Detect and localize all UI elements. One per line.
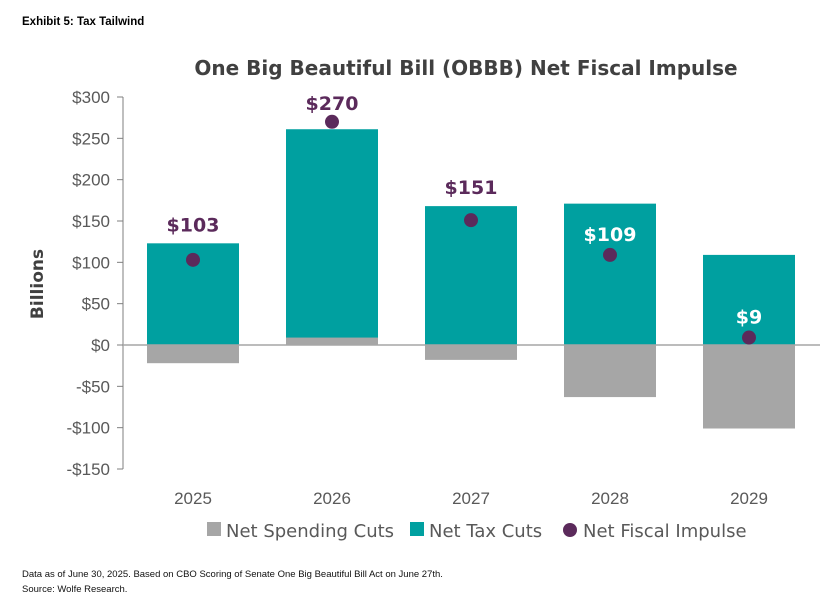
bar-net-tax-cuts — [425, 206, 517, 345]
y-tick-label: $0 — [91, 336, 110, 355]
legend-label-impulse: Net Fiscal Impulse — [583, 521, 747, 542]
y-tick-label: $200 — [72, 171, 110, 190]
y-axis-label: Billions — [28, 249, 48, 319]
bar-net-spending-cuts — [286, 337, 378, 345]
legend-swatch-tax — [410, 522, 424, 536]
bar-net-tax-cuts — [286, 129, 378, 345]
bar-net-spending-cuts — [425, 345, 517, 360]
y-tick-label: $150 — [72, 212, 110, 231]
x-tick-label: 2025 — [174, 489, 212, 508]
data-label: $270 — [306, 93, 359, 115]
data-label: $9 — [736, 307, 762, 329]
bar-net-spending-cuts — [564, 345, 656, 398]
data-label: $151 — [445, 177, 498, 199]
y-tick-label: $250 — [72, 129, 110, 148]
legend-label-tax: Net Tax Cuts — [429, 521, 542, 542]
y-tick-label: $50 — [82, 295, 110, 314]
bar-net-tax-cuts — [703, 254, 795, 345]
axes-group: $300 $250 $200 $150 $100 $50 $0 -$50 -$100 -$150 — [67, 88, 124, 479]
y-tick-label: -$150 — [67, 460, 110, 479]
legend-swatch-spending — [207, 522, 221, 536]
footnote-data: Data as of June 30, 2025. Based on CBO S… — [22, 569, 443, 580]
x-tick-label: 2027 — [452, 489, 490, 508]
data-label: $109 — [584, 224, 637, 246]
exhibit-title: Exhibit 5: Tax Tailwind — [22, 16, 145, 28]
marker-net-fiscal-impulse — [603, 247, 617, 262]
marker-net-fiscal-impulse — [464, 213, 478, 228]
legend-label-spending: Net Spending Cuts — [226, 521, 394, 542]
legend: Net Spending Cuts Net Tax Cuts Net Fisca… — [207, 521, 747, 542]
data-label: $103 — [167, 214, 220, 236]
y-tick-label: -$50 — [76, 377, 110, 396]
x-tick-label: 2028 — [591, 489, 629, 508]
y-tick-label: $300 — [72, 88, 110, 107]
marker-net-fiscal-impulse — [742, 330, 756, 345]
x-tick-label: 2026 — [313, 489, 351, 508]
bar-net-spending-cuts — [703, 345, 795, 429]
fiscal-impulse-chart: One Big Beautiful Bill (OBBB) Net Fiscal… — [28, 56, 820, 542]
bar-net-tax-cuts — [564, 203, 656, 345]
marker-net-fiscal-impulse — [325, 114, 339, 129]
marker-net-fiscal-impulse — [186, 252, 200, 267]
data-labels-group: $103 $270 $151 $109 $9 — [167, 93, 763, 329]
legend-swatch-impulse — [563, 523, 577, 537]
bars-group — [147, 129, 795, 429]
x-ticks-group: 2025 2026 2027 2028 2029 — [174, 489, 768, 508]
x-tick-label: 2029 — [730, 489, 768, 508]
markers-group — [186, 114, 756, 345]
chart-title: One Big Beautiful Bill (OBBB) Net Fiscal… — [194, 56, 737, 80]
y-tick-label: $100 — [72, 253, 110, 272]
footnote-source: Source: Wolfe Research. — [22, 584, 128, 595]
bar-net-spending-cuts — [147, 345, 239, 364]
y-tick-label: -$100 — [67, 419, 110, 438]
